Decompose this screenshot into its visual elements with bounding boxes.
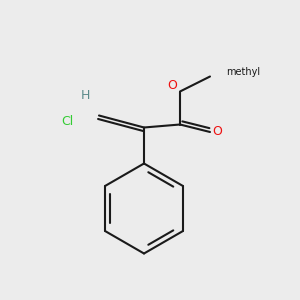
Text: methyl: methyl (226, 67, 261, 77)
Text: Cl: Cl (61, 115, 74, 128)
Text: O: O (213, 125, 222, 139)
Text: H: H (81, 89, 90, 103)
Text: O: O (168, 79, 177, 92)
